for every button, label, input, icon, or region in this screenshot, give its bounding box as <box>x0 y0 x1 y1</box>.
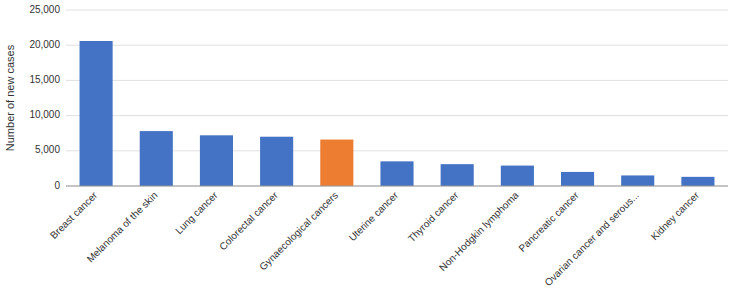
bar <box>200 135 233 186</box>
grid-line <box>66 10 728 11</box>
y-tick-label: 20,000 <box>29 39 60 50</box>
bar <box>320 140 353 186</box>
x-tick-label: Pancreatic cancer <box>516 189 581 254</box>
bar <box>501 166 534 186</box>
x-tick-label: Lung cancer <box>173 189 220 236</box>
bar <box>260 137 293 186</box>
bar <box>140 131 173 186</box>
grid-line <box>66 186 728 187</box>
x-tick-label: Thyroid cancer <box>406 189 461 244</box>
bar <box>380 161 413 186</box>
y-axis: 0 5,000 10,000 15,000 20,000 25,000 <box>29 4 60 191</box>
x-tick-label: Ovarian cancer and serous... <box>542 190 641 289</box>
bar <box>561 172 594 186</box>
bar <box>681 177 714 186</box>
y-tick-label: 10,000 <box>29 109 60 120</box>
bar <box>441 164 474 186</box>
x-tick-label: Uterine cancer <box>347 189 401 243</box>
x-axis-line <box>66 186 728 187</box>
x-tick-label: Colorectal cancer <box>217 189 280 252</box>
bars <box>80 41 715 186</box>
x-tick-label: Gynaecological cancers <box>257 190 340 273</box>
y-tick-label: 15,000 <box>29 74 60 85</box>
bar <box>621 175 654 186</box>
bar <box>80 41 113 186</box>
y-axis-label: Number of new cases <box>4 44 16 151</box>
x-axis: Breast cancerMelanoma of the skin Lung ca… <box>48 189 702 288</box>
x-tick-label: Melanoma of the skin <box>85 190 160 265</box>
grid-line <box>66 45 728 46</box>
grid-line <box>66 80 728 81</box>
grid-line <box>66 115 728 116</box>
y-tick-label: 0 <box>54 180 60 191</box>
x-tick-label: Kidney cancer <box>649 189 702 242</box>
chart-svg: 0 5,000 10,000 15,000 20,000 25,000 Number of … <box>0 0 738 290</box>
x-tick-label: Non-Hodgkin lymphoma <box>437 189 521 273</box>
y-tick-label: 5,000 <box>35 144 60 155</box>
chart-container: 0 5,000 10,000 15,000 20,000 25,000 Number of … <box>0 0 738 290</box>
y-tick-label: 25,000 <box>29 4 60 15</box>
grid <box>66 10 728 186</box>
x-tick-label: Breast cancer <box>48 189 100 241</box>
